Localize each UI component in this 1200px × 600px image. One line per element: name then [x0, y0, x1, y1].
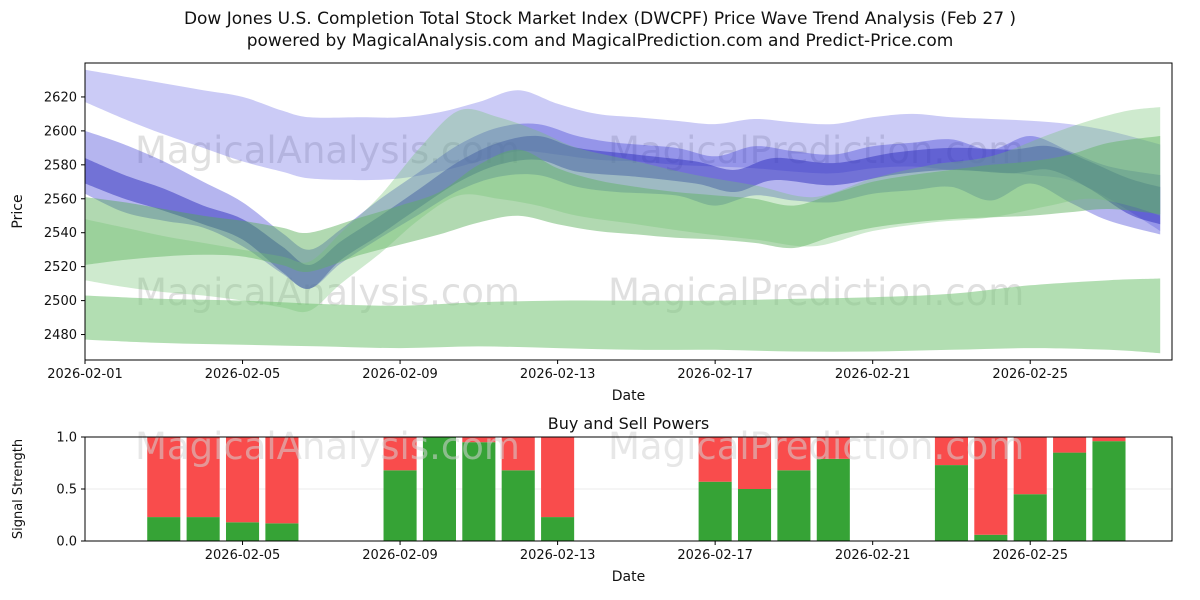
price-y-tick-label: 2540	[44, 226, 77, 241]
signal-x-tick-label: 2026-02-09	[362, 548, 438, 563]
signal-x-tick-label: 2026-02-05	[205, 548, 281, 563]
sell-bar	[777, 437, 811, 471]
price-y-tick-label: 2480	[44, 328, 77, 343]
price-x-tick-label: 2026-02-09	[362, 367, 438, 382]
sell-bar	[225, 437, 260, 523]
price-y-tick-label: 2600	[44, 124, 77, 139]
buy-bar	[422, 437, 456, 541]
signal-y-tick-label: 0.5	[56, 483, 77, 498]
sell-bar	[698, 437, 732, 482]
buy-bar	[462, 442, 496, 541]
signal-x-axis-label: Date	[612, 569, 645, 585]
signal-y-axis-label: Signal Strength	[11, 439, 26, 539]
price-plot-frame	[84, 62, 1173, 361]
buy-bar	[777, 470, 811, 541]
price-x-tick-label: 2026-02-21	[835, 367, 911, 382]
sell-bar	[737, 437, 772, 489]
signal-x-tick-label: 2026-02-13	[520, 548, 596, 563]
band-core-blue	[85, 135, 1161, 289]
chart-header: Dow Jones U.S. Completion Total Stock Ma…	[0, 8, 1200, 52]
band-main-green	[85, 136, 1161, 273]
sell-bar	[934, 437, 968, 466]
signal-x-tick-label: 2026-02-21	[835, 548, 911, 563]
price-y-tick-label: 2500	[44, 294, 77, 309]
sell-bar	[816, 437, 850, 459]
band-upper-blue-wide	[85, 69, 1161, 231]
buy-sell-powers-chart: Buy and Sell Powers MagicalAnalysis.com Ma…	[11, 415, 1173, 585]
chart-subtitle: powered by MagicalAnalysis.com and Magic…	[246, 31, 954, 51]
sell-bar	[1053, 437, 1087, 453]
signal-x-tick-label: 2026-02-25	[992, 548, 1068, 563]
sell-bar	[501, 437, 535, 471]
price-y-tick-label: 2580	[44, 158, 77, 173]
buy-bar	[737, 489, 772, 541]
buy-bar	[816, 458, 850, 541]
buy-bar	[1092, 441, 1126, 541]
signal-y-tick-label: 1.0	[56, 431, 77, 446]
watermark-text: MagicalAnalysis.com	[135, 425, 520, 468]
sell-bar	[186, 437, 220, 518]
price-y-tick-label: 2560	[44, 192, 77, 207]
band-lower-green-wide	[85, 278, 1161, 354]
price-x-tick-label: 2026-02-05	[205, 367, 281, 382]
sell-bar	[974, 437, 1008, 535]
signal-chart-title: Buy and Sell Powers	[548, 415, 710, 433]
sell-bar	[541, 437, 575, 518]
sell-bar	[147, 437, 181, 518]
buy-bar	[934, 465, 968, 541]
signal-bars	[147, 437, 1126, 541]
trend-bands	[85, 69, 1161, 354]
sell-bar	[1092, 437, 1126, 442]
buy-bar	[974, 534, 1008, 541]
buy-bar	[501, 470, 535, 541]
signal-x-tick-label: 2026-02-17	[677, 548, 753, 563]
sell-bar	[383, 437, 417, 471]
price-y-axis-label: Price	[10, 194, 26, 228]
buy-bar	[1013, 494, 1047, 541]
sell-bar	[462, 437, 496, 443]
sell-bar	[265, 437, 299, 524]
price-x-tick-label: 2026-02-25	[992, 367, 1068, 382]
price-x-tick-label: 2026-02-01	[47, 367, 123, 382]
buy-bar	[541, 517, 575, 541]
price-trend-chart: MagicalAnalysis.com MagicalPrediction.com…	[10, 62, 1173, 404]
buy-bar	[383, 470, 417, 541]
sell-bar	[1013, 437, 1047, 495]
price-x-axis-label: Date	[612, 388, 645, 404]
buy-bar	[147, 517, 181, 541]
buy-bar	[186, 517, 220, 541]
buy-bar	[265, 523, 299, 541]
signal-y-tick-label: 0.0	[56, 535, 77, 550]
buy-bar	[1053, 452, 1087, 541]
price-y-tick-label: 2620	[44, 90, 77, 105]
price-y-tick-label: 2520	[44, 260, 77, 275]
buy-bar	[698, 481, 732, 541]
chart-title: Dow Jones U.S. Completion Total Stock Ma…	[183, 9, 1017, 29]
watermark-text: MagicalPrediction.com	[608, 425, 1024, 468]
band-upper-green	[85, 107, 1161, 313]
buy-bar	[225, 522, 260, 541]
price-x-tick-label: 2026-02-13	[520, 367, 596, 382]
price-x-tick-label: 2026-02-17	[677, 367, 753, 382]
